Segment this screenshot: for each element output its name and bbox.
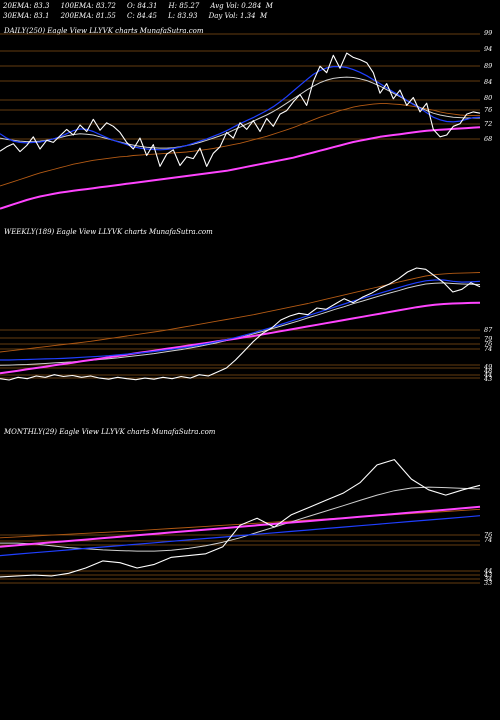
monthly-ema20-line bbox=[0, 515, 481, 557]
daily-y-tick-label: 94 bbox=[484, 45, 492, 53]
monthly-y-tick-label: 33 bbox=[484, 579, 492, 587]
daily-ema20-line bbox=[0, 65, 481, 151]
weekly-panel-title: WEEKLY(189) Eagle View LLYVK charts Muna… bbox=[4, 228, 213, 236]
weekly-price-line bbox=[0, 267, 481, 381]
weekly-y-tick-label: 48 bbox=[483, 367, 492, 375]
monthly-y-tick-label: 43 bbox=[483, 571, 492, 579]
day-vol-readout: Day Vol: 1.34 M bbox=[208, 12, 268, 20]
ema30-readout: 30EMA: 83.1 bbox=[3, 12, 50, 20]
low-readout: L: 83.93 bbox=[168, 12, 198, 20]
high-readout: H: 85.27 bbox=[168, 2, 200, 10]
daily-y-tick-label: 89 bbox=[484, 62, 492, 70]
daily-ema200-line bbox=[0, 126, 481, 210]
weekly-ema100-line bbox=[0, 272, 481, 353]
daily-ema100-line bbox=[0, 103, 480, 187]
ema20-readout: 20EMA: 83.3 bbox=[3, 2, 50, 10]
weekly-ema30-line bbox=[0, 282, 481, 366]
weekly-ema20-line bbox=[0, 279, 481, 361]
daily-y-tick-label: 99 bbox=[484, 29, 492, 37]
monthly-y-tick-label: 76 bbox=[484, 531, 492, 539]
open-readout: O: 84.31 bbox=[127, 2, 158, 10]
monthly-y-tick-label: 74 bbox=[484, 536, 492, 544]
weekly-y-tick-label: 74 bbox=[484, 345, 492, 353]
monthly-ema200-line bbox=[0, 505, 481, 548]
weekly-y-tick-label: 44 bbox=[483, 371, 492, 379]
header-row-2: 30EMA: 83.1 200EMA: 81.55 C: 84.45 L: 83… bbox=[3, 12, 267, 20]
weekly-y-tick-label: 76 bbox=[484, 340, 492, 348]
weekly-ema200-line bbox=[0, 301, 481, 375]
header-row-1: 20EMA: 83.3 100EMA: 83.72 O: 84.31 H: 85… bbox=[3, 2, 273, 10]
daily-y-tick-label: 84 bbox=[484, 78, 492, 86]
weekly-y-tick-label: 87 bbox=[484, 326, 493, 334]
daily-y-tick-label: 76 bbox=[484, 106, 492, 114]
daily-y-tick-label: 68 bbox=[484, 135, 492, 143]
weekly-y-tick-label: 79 bbox=[484, 335, 492, 343]
monthly-panel-title: MONTHLY(29) Eagle View LLYVK charts Muna… bbox=[4, 428, 216, 436]
weekly-y-tick-label: 49 bbox=[483, 363, 492, 371]
avg-vol-readout: Avg Vol: 0.284 M bbox=[210, 2, 273, 10]
daily-panel-title: DAILY(250) Eagle View LLYVK charts Munaf… bbox=[4, 27, 204, 35]
monthly-price-line bbox=[0, 459, 481, 578]
daily-y-tick-label: 80 bbox=[484, 94, 492, 102]
monthly-y-tick-label: 34 bbox=[484, 575, 492, 583]
close-readout: C: 84.45 bbox=[127, 12, 158, 20]
daily-y-tick-label: 72 bbox=[484, 120, 492, 128]
ema100-readout: 100EMA: 83.72 bbox=[60, 2, 116, 10]
daily-price-line bbox=[0, 52, 481, 167]
monthly-y-tick-label: 44 bbox=[483, 567, 492, 575]
ema200-readout: 200EMA: 81.55 bbox=[60, 12, 116, 20]
daily-ema30-line bbox=[0, 76, 480, 149]
weekly-y-tick-label: 43 bbox=[483, 375, 492, 383]
